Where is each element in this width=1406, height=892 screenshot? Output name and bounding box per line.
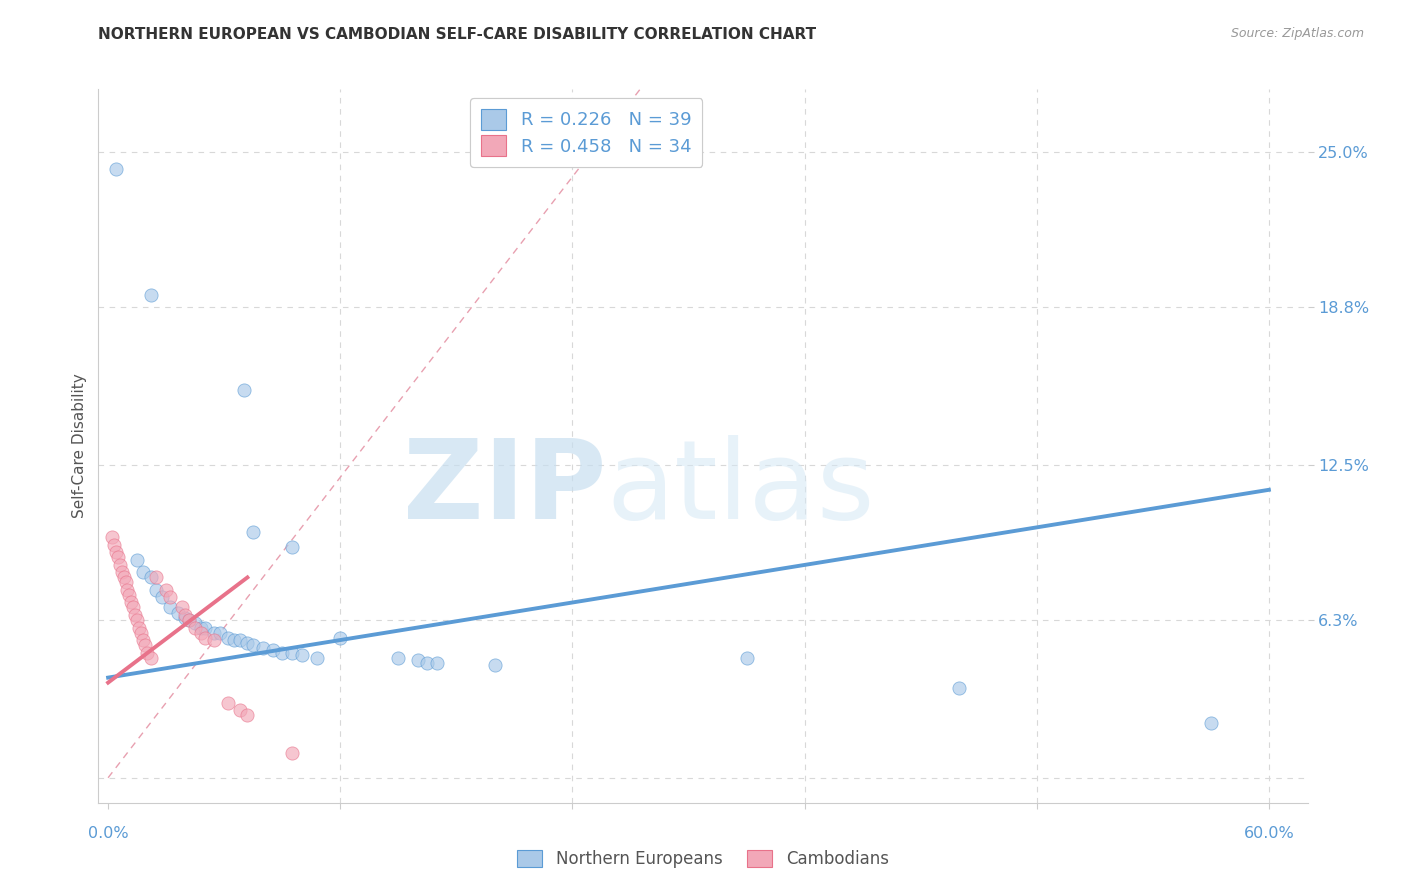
Point — [184, 615, 207, 630]
Text: atlas: atlas — [606, 435, 875, 542]
Point — [179, 613, 201, 627]
Point — [129, 625, 152, 640]
Point — [735, 650, 758, 665]
Point — [103, 538, 125, 552]
Point — [222, 633, 245, 648]
Point — [174, 610, 197, 624]
Point — [139, 650, 162, 665]
Legend: R = 0.226   N = 39, R = 0.458   N = 34: R = 0.226 N = 39, R = 0.458 N = 34 — [470, 98, 702, 167]
Point — [271, 646, 294, 660]
Point — [114, 575, 136, 590]
Point — [236, 708, 259, 723]
Point — [150, 591, 173, 605]
Text: Source: ZipAtlas.com: Source: ZipAtlas.com — [1230, 27, 1364, 40]
Point — [305, 650, 328, 665]
Text: 60.0%: 60.0% — [1243, 826, 1295, 841]
Point — [262, 643, 284, 657]
Point — [290, 648, 312, 662]
Point — [329, 631, 352, 645]
Point — [184, 621, 207, 635]
Point — [159, 591, 181, 605]
Point — [155, 582, 177, 597]
Point — [101, 530, 124, 544]
Point — [281, 746, 304, 760]
Point — [124, 607, 146, 622]
Point — [127, 613, 149, 627]
Text: NORTHERN EUROPEAN VS CAMBODIAN SELF-CARE DISABILITY CORRELATION CHART: NORTHERN EUROPEAN VS CAMBODIAN SELF-CARE… — [98, 27, 817, 42]
Point — [406, 653, 429, 667]
Point — [281, 646, 304, 660]
Point — [132, 566, 155, 580]
Point — [135, 646, 157, 660]
Legend: Northern Europeans, Cambodians: Northern Europeans, Cambodians — [510, 843, 896, 875]
Point — [190, 621, 212, 635]
Point — [190, 625, 212, 640]
Point — [134, 638, 156, 652]
Point — [107, 550, 129, 565]
Point — [217, 631, 239, 645]
Point — [104, 545, 127, 559]
Point — [228, 633, 250, 648]
Point — [252, 640, 274, 655]
Point — [1199, 715, 1222, 730]
Point — [204, 633, 226, 648]
Text: 0.0%: 0.0% — [87, 826, 128, 841]
Point — [426, 656, 449, 670]
Point — [111, 566, 134, 580]
Point — [139, 287, 162, 301]
Point — [209, 625, 232, 640]
Point — [159, 600, 181, 615]
Point — [948, 681, 970, 695]
Point — [194, 631, 217, 645]
Point — [228, 703, 250, 717]
Point — [112, 570, 135, 584]
Point — [242, 525, 264, 540]
Text: ZIP: ZIP — [404, 435, 606, 542]
Point — [387, 650, 409, 665]
Point — [145, 582, 167, 597]
Point — [484, 658, 506, 673]
Point — [416, 656, 439, 670]
Point — [108, 558, 131, 572]
Point — [236, 635, 259, 649]
Point — [232, 383, 254, 397]
Point — [139, 570, 162, 584]
Point — [217, 696, 239, 710]
Point — [194, 621, 217, 635]
Point — [128, 621, 150, 635]
Point — [104, 162, 127, 177]
Point — [174, 607, 197, 622]
Point — [281, 541, 304, 555]
Y-axis label: Self-Care Disability: Self-Care Disability — [72, 374, 87, 518]
Point — [145, 570, 167, 584]
Point — [166, 606, 188, 620]
Point — [127, 553, 149, 567]
Point — [122, 600, 145, 615]
Point — [170, 600, 193, 615]
Point — [242, 638, 264, 652]
Point — [132, 633, 155, 648]
Point — [117, 582, 139, 597]
Point — [118, 588, 141, 602]
Point — [204, 625, 226, 640]
Point — [179, 613, 201, 627]
Point — [120, 595, 142, 609]
